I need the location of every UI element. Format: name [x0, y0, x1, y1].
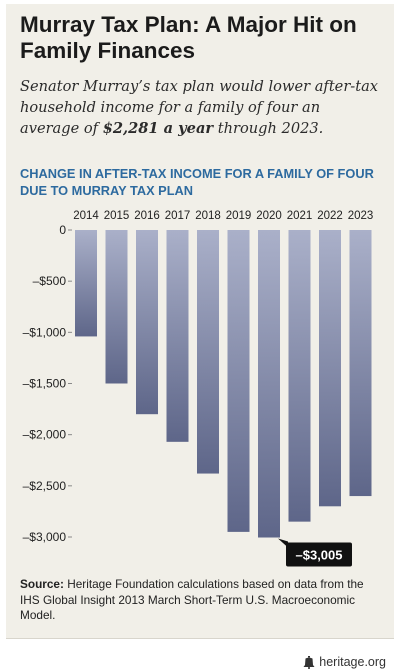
y-axis: 0 –$500 –$1,000 –$1,500 –$2,000 –$2,500 –$3,00… — [23, 223, 72, 544]
y-tick-label: –$1,000 — [23, 325, 67, 339]
x-tick-label: 2018 — [195, 210, 221, 222]
heritage-logo[interactable]: heritage.org — [303, 654, 386, 670]
bar-2018 — [197, 230, 219, 474]
source-text: Heritage Foundation calculations based o… — [20, 577, 364, 622]
x-tick-label: 2021 — [287, 210, 313, 222]
y-tick-label: –$3,000 — [23, 530, 67, 544]
bar-2022 — [319, 230, 341, 507]
page-title: Murray Tax Plan: A Major Hit on Family F… — [20, 12, 357, 63]
bar-series — [75, 230, 372, 538]
bar-2017 — [166, 230, 189, 442]
x-tick-label: 2019 — [226, 210, 252, 222]
bar-2021 — [288, 230, 311, 522]
x-tick-label: 2023 — [348, 210, 374, 222]
value-callout: –$3,005 — [278, 538, 352, 567]
x-tick-label: 2016 — [134, 210, 160, 222]
source-label: Source: — [20, 577, 64, 591]
subtitle: Senator Murray’s tax plan would lower af… — [20, 76, 382, 139]
chart-title: CHANGE IN AFTER-TAX INCOME FOR A FAMILY … — [20, 166, 374, 198]
y-tick-label: –$2,000 — [23, 428, 67, 442]
footer-divider — [6, 638, 394, 639]
x-tick-label: 2017 — [165, 210, 191, 222]
bar-2015 — [105, 230, 128, 384]
callout-value: –$3,005 — [296, 548, 343, 563]
subtitle-highlight: $2,281 a year — [102, 120, 214, 137]
x-tick-label: 2022 — [317, 210, 343, 222]
bar-2019 — [227, 230, 250, 532]
logo-text: heritage.org — [319, 655, 386, 669]
source-note: Source: Heritage Foundation calculations… — [20, 577, 386, 624]
x-tick-label: 2020 — [256, 210, 282, 222]
bar-2023 — [349, 230, 372, 497]
x-tick-label: 2015 — [104, 210, 130, 222]
y-tick-label: –$2,500 — [23, 479, 67, 493]
bar-2016 — [136, 230, 158, 415]
x-axis: 2014 2015 2016 2017 2018 2019 2020 2021 2022 2023 — [73, 210, 373, 222]
bar-2014 — [75, 230, 97, 337]
y-tick-label: 0 — [59, 223, 66, 237]
x-tick-label: 2014 — [73, 210, 99, 222]
y-tick-label: –$1,500 — [23, 377, 67, 391]
subtitle-text-start: Senator Murray’s tax plan would lower af… — [20, 78, 379, 137]
bar-2020 — [258, 230, 280, 538]
y-tick-label: –$500 — [33, 274, 67, 288]
callout-pointer — [278, 538, 288, 548]
subtitle-text-end: through 2023. — [213, 120, 324, 137]
callout-box — [286, 542, 352, 567]
liberty-bell-icon — [303, 655, 315, 669]
